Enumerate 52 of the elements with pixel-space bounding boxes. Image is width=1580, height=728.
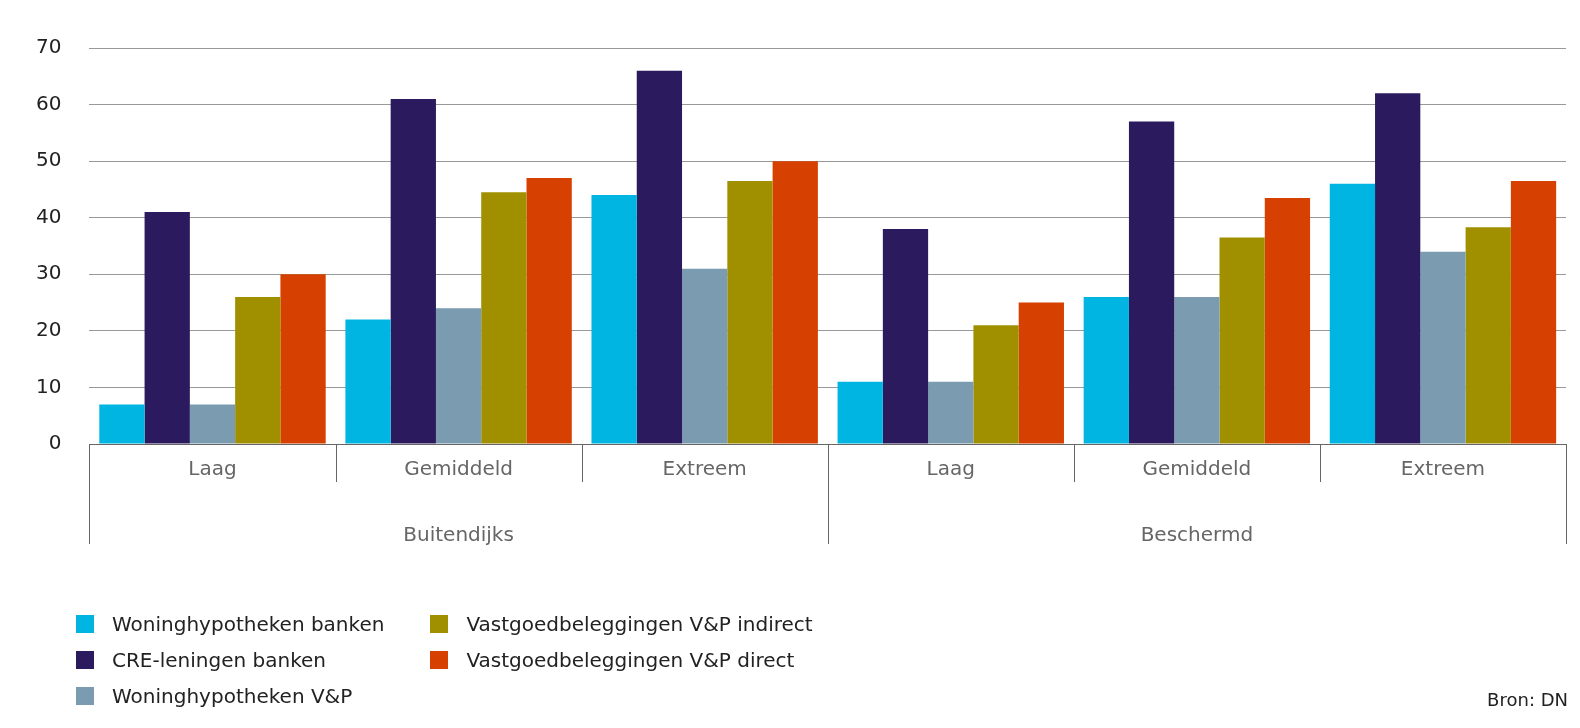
bar bbox=[928, 381, 974, 444]
bar bbox=[1083, 296, 1129, 444]
bar bbox=[727, 180, 773, 444]
bar bbox=[144, 212, 190, 444]
x-tick-label: Gemiddeld bbox=[404, 456, 513, 481]
bar bbox=[1420, 251, 1466, 444]
bar bbox=[1465, 227, 1511, 444]
bar bbox=[1510, 180, 1557, 444]
text: Beschermd bbox=[1140, 522, 1254, 547]
bar bbox=[1219, 237, 1265, 444]
bar bbox=[235, 296, 281, 444]
text: Buitendijks bbox=[403, 522, 514, 547]
legend-label: Woninghypotheken V&P bbox=[112, 684, 353, 708]
x-tick-label: Laag bbox=[188, 456, 237, 481]
x-tick-label: Extreem bbox=[662, 456, 747, 481]
y-tick-label: 60 bbox=[36, 90, 62, 115]
bar bbox=[345, 319, 391, 444]
legend-label: Woninghypotheken banken bbox=[112, 612, 385, 636]
y-tick-label: 70 bbox=[36, 34, 62, 59]
bar bbox=[973, 325, 1019, 444]
y-tick-label: 20 bbox=[36, 317, 62, 342]
text: Bron: DN bbox=[1487, 689, 1568, 710]
y-tick-label: 10 bbox=[36, 373, 62, 398]
bar bbox=[1375, 93, 1421, 444]
bar bbox=[1174, 296, 1220, 444]
bar bbox=[1329, 183, 1376, 444]
y-tick-label: 0 bbox=[48, 430, 62, 455]
x-tick-label: Extreem bbox=[1400, 456, 1486, 481]
bar bbox=[526, 178, 572, 444]
bar bbox=[280, 274, 326, 444]
bar bbox=[591, 195, 637, 444]
legend-label: CRE-leningen banken bbox=[112, 648, 326, 672]
bar bbox=[390, 98, 436, 444]
y-tick-label: 40 bbox=[36, 203, 62, 228]
x-tick-label: Gemiddeld bbox=[1142, 456, 1252, 481]
legend-label: Vastgoedbeleggingen V&P indirect bbox=[466, 612, 813, 636]
bar bbox=[189, 404, 236, 444]
bar bbox=[99, 404, 145, 444]
x-tick-label: Laag bbox=[926, 456, 975, 481]
bar bbox=[1264, 197, 1311, 444]
y-tick-label: 30 bbox=[36, 260, 62, 285]
legend-label: Vastgoedbeleggingen V&P direct bbox=[466, 648, 795, 672]
bar bbox=[772, 161, 818, 444]
bar bbox=[481, 192, 527, 444]
bar bbox=[837, 381, 883, 444]
bar bbox=[1018, 302, 1064, 444]
bar bbox=[636, 70, 683, 444]
y-tick-label: 50 bbox=[36, 147, 62, 172]
bar bbox=[882, 229, 929, 444]
bar bbox=[1128, 121, 1175, 444]
bar bbox=[435, 308, 482, 444]
bar bbox=[682, 268, 728, 444]
